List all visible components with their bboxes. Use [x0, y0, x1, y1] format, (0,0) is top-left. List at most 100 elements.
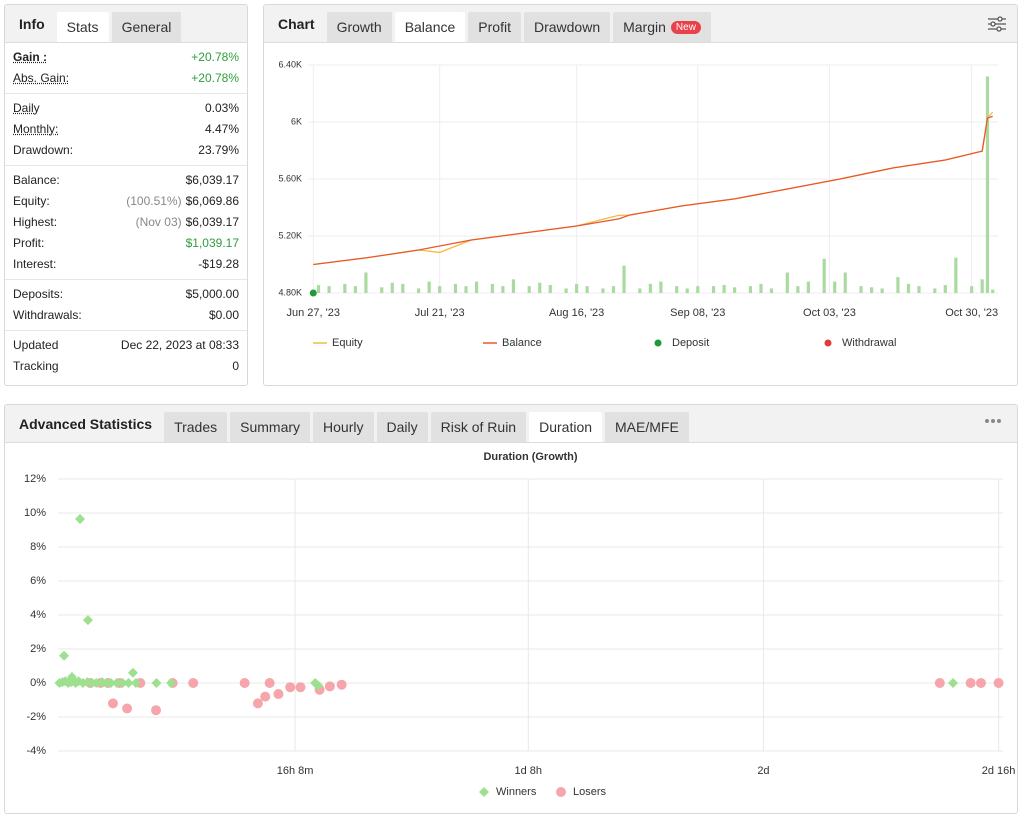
- row-value-group: 0.03%: [205, 98, 239, 119]
- row-note: (100.51%): [126, 194, 182, 208]
- stats-panel: Advanced Statistics Trades Summary Hourly Da…: [4, 404, 1018, 814]
- tab-label: Hourly: [323, 419, 364, 435]
- tab-label: General: [121, 19, 172, 35]
- row-value-group: 0: [232, 356, 239, 377]
- row-value: 23.79%: [198, 143, 239, 157]
- row-value-group: 4.47%: [205, 119, 239, 140]
- row-value: $5,000.00: [185, 287, 239, 301]
- row-label: Profit:: [13, 236, 45, 250]
- row-label: Balance:: [13, 173, 60, 187]
- tab[interactable]: Duration: [529, 412, 603, 442]
- info-row: Balance: $6,039.17: [13, 170, 239, 191]
- info-section: Balance: $6,039.17 Equity: (100.51%) $6,069.…: [5, 166, 247, 280]
- tab-label: Daily: [386, 419, 418, 435]
- tab-label: Trades: [174, 419, 218, 435]
- row-value: 0: [232, 359, 239, 373]
- row-label: Drawdown:: [13, 143, 74, 157]
- row-label: Interest:: [13, 257, 57, 271]
- tab-label: Risk of Ruin: [440, 419, 517, 435]
- tab[interactable]: Drawdown: [523, 12, 611, 42]
- info-row: Monthly: 4.47%: [13, 119, 239, 140]
- tab-bar: Chart Growth Balance Profit Drawdown Margin Ne…: [264, 5, 1017, 43]
- row-value: +20.78%: [191, 71, 239, 85]
- tab[interactable]: Risk of Ruin: [430, 412, 527, 442]
- tab[interactable]: MAE/MFE: [605, 412, 689, 442]
- row-value-group: +20.78%: [191, 68, 239, 89]
- tab-label: Stats: [66, 19, 99, 35]
- panel-title: Chart: [278, 15, 315, 32]
- info-row: Highest: (Nov 03) $6,039.17: [13, 212, 239, 233]
- info-row: Deposits: $5,000.00: [13, 284, 239, 305]
- info-section: Daily 0.03% Monthly: 4.47% Drawdown: 23.79%: [5, 94, 247, 166]
- more-icon[interactable]: [985, 418, 1001, 424]
- settings-icon[interactable]: [987, 15, 1007, 33]
- info-row: Updated Dec 22, 2023 at 08:33: [13, 335, 239, 356]
- info-section: Deposits: $5,000.00 Withdrawals: $0.00: [5, 280, 247, 331]
- tab-label: Profit: [478, 19, 511, 35]
- row-value-group: $1,039.17: [186, 233, 239, 254]
- row-value: -$19.28: [198, 257, 239, 271]
- tab-bar: Info Stats General: [5, 5, 247, 43]
- tab-bar: Advanced Statistics Trades Summary Hourly Da…: [5, 405, 1017, 443]
- panel-title: Info: [19, 15, 45, 32]
- tab[interactable]: Daily: [376, 412, 428, 442]
- tab[interactable]: Stats: [56, 12, 109, 42]
- row-value-group: +20.78%: [191, 47, 239, 68]
- panel-title: Advanced Statistics: [19, 415, 153, 432]
- tab[interactable]: Balance: [394, 12, 466, 42]
- info-row: Abs. Gain: +20.78%: [13, 68, 239, 89]
- row-value: $6,039.17: [185, 215, 239, 229]
- row-value: $6,039.17: [185, 173, 239, 187]
- chart-panel: Chart Growth Balance Profit Drawdown Margin Ne…: [263, 4, 1018, 386]
- row-value: 0.03%: [204, 101, 239, 115]
- row-value: $1,039.17: [185, 236, 239, 250]
- info-row: Profit: $1,039.17: [13, 233, 239, 254]
- tab-label: Drawdown: [533, 19, 601, 35]
- row-label: Withdrawals:: [13, 308, 82, 322]
- row-value: Dec 22, 2023 at 08:33: [120, 338, 239, 352]
- row-label: Tracking: [13, 359, 59, 373]
- tab-label: Duration: [539, 419, 593, 435]
- row-label: Gain :: [13, 50, 48, 64]
- row-label: Monthly:: [13, 122, 59, 136]
- row-label: Daily: [13, 101, 40, 115]
- tab-label: MAE/MFE: [615, 419, 679, 435]
- info-section: Gain : +20.78% Abs. Gain: +20.78%: [5, 43, 247, 94]
- row-label: Deposits:: [13, 287, 64, 301]
- row-value-group: $5,000.00: [186, 284, 239, 305]
- row-note: (Nov 03): [135, 215, 182, 229]
- info-row: Tracking 0: [13, 356, 239, 377]
- new-badge: New: [670, 20, 701, 34]
- tab-label: Margin: [623, 19, 666, 35]
- row-value: 4.47%: [204, 122, 239, 136]
- tab[interactable]: Hourly: [313, 412, 374, 442]
- row-value-group: (100.51%) $6,069.86: [126, 191, 239, 212]
- info-row: Gain : +20.78%: [13, 47, 239, 68]
- info-rows: Gain : +20.78% Abs. Gain: +20.78% Daily 0.03%…: [5, 43, 247, 381]
- info-row: Interest: -$19.28: [13, 254, 239, 275]
- info-panel: Info Stats General Gain : +20.78% Abs. Gain:…: [4, 4, 248, 386]
- row-value-group: Dec 22, 2023 at 08:33: [121, 335, 239, 356]
- row-value-group: (Nov 03) $6,039.17: [136, 212, 239, 233]
- row-label: Abs. Gain:: [13, 71, 70, 85]
- row-value-group: -$19.28: [198, 254, 239, 275]
- tab[interactable]: Growth: [326, 12, 392, 42]
- tab-label: Growth: [336, 19, 382, 35]
- row-label: Updated: [13, 338, 59, 352]
- info-section: Updated Dec 22, 2023 at 08:33 Tracking 0: [5, 331, 247, 381]
- tab[interactable]: Trades: [164, 412, 228, 442]
- tab-label: Summary: [240, 419, 301, 435]
- row-label: Highest:: [13, 215, 58, 229]
- row-value-group: $6,039.17: [186, 170, 239, 191]
- info-row: Drawdown: 23.79%: [13, 140, 239, 161]
- row-value: $0.00: [208, 308, 239, 322]
- row-value-group: 23.79%: [198, 140, 239, 161]
- tab[interactable]: Summary: [230, 412, 311, 442]
- tab[interactable]: General: [111, 12, 182, 42]
- row-value-group: $0.00: [209, 305, 239, 326]
- row-value: +20.78%: [191, 50, 239, 64]
- info-row: Daily 0.03%: [13, 98, 239, 119]
- tab[interactable]: Margin New: [613, 12, 711, 42]
- tab[interactable]: Profit: [468, 12, 521, 42]
